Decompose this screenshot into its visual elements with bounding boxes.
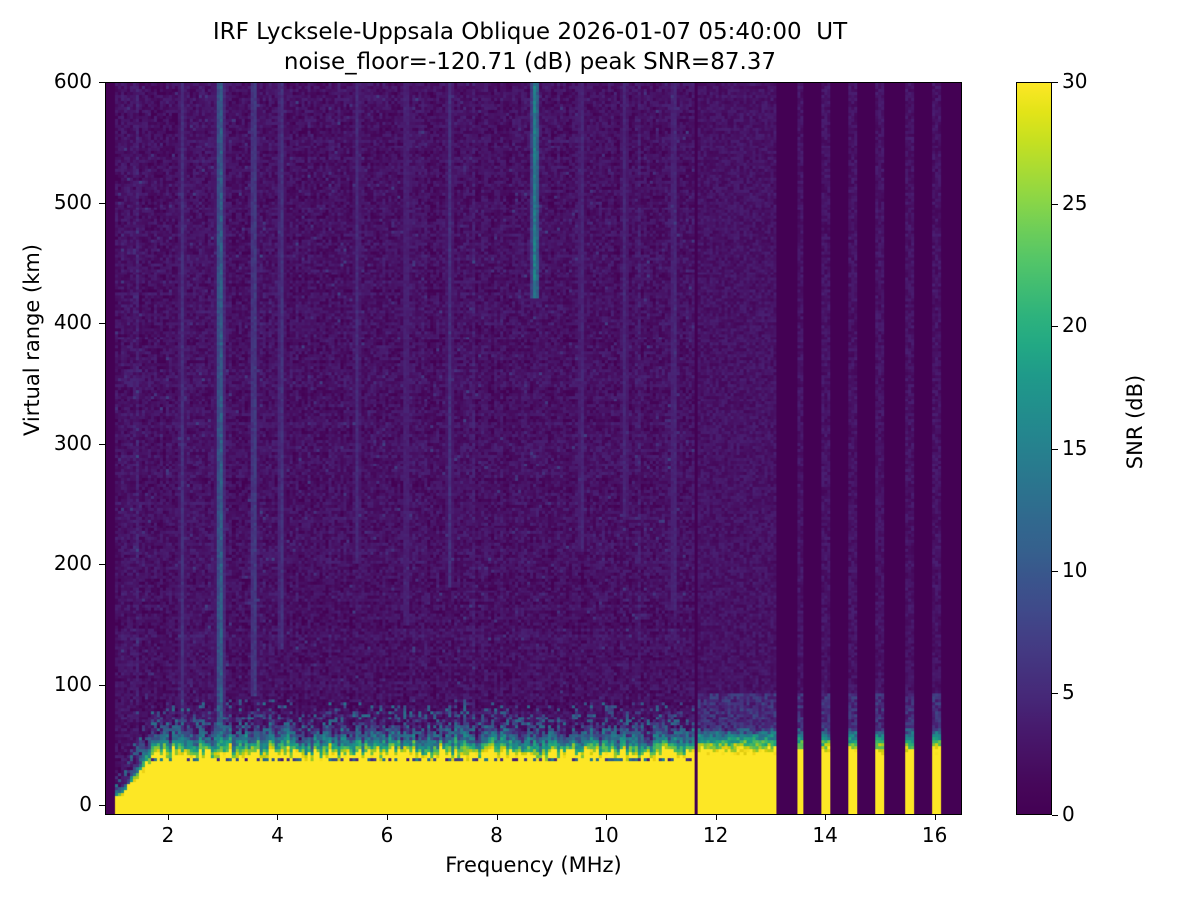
- x-tick-label-8: 8: [490, 823, 503, 847]
- title-line-2: noise_floor=-120.71 (dB) peak SNR=87.37: [283, 48, 777, 75]
- y-tick-label-300: 300: [53, 430, 92, 455]
- y-tick-300: [99, 443, 105, 445]
- y-tick-label-200: 200: [53, 551, 92, 576]
- x-tick-2: [167, 815, 169, 820]
- y-tick-100: [99, 684, 105, 686]
- colorbar-tick-label-0: 0: [1062, 802, 1075, 826]
- y-tick-200: [99, 564, 105, 566]
- y-tick-label-500: 500: [53, 189, 92, 214]
- y-tick-500: [99, 202, 105, 204]
- heatmap-plot-area[interactable]: [105, 82, 962, 815]
- colorbar-tick-label-30: 30: [1062, 69, 1088, 93]
- colorbar-tick-20: [1052, 326, 1058, 328]
- y-tick-label-0: 0: [79, 792, 92, 817]
- x-tick-14: [825, 815, 827, 820]
- x-tick-label-16: 16: [921, 823, 948, 847]
- y-tick-600: [99, 82, 105, 83]
- x-tick-label-4: 4: [271, 823, 284, 847]
- y-tick-label-400: 400: [53, 310, 92, 335]
- title-line-1: IRF Lycksele-Uppsala Oblique 2026-01-07 …: [212, 19, 848, 45]
- x-tick-label-10: 10: [593, 823, 619, 847]
- y-tick-0: [99, 805, 105, 807]
- x-tick-12: [715, 815, 717, 820]
- colorbar-label: SNR (dB): [1123, 374, 1147, 470]
- colorbar-tick-30: [1052, 82, 1058, 83]
- colorbar-tick-15: [1052, 448, 1058, 450]
- y-tick-label-100: 100: [53, 671, 92, 696]
- colorbar-tick-25: [1052, 204, 1058, 206]
- x-axis-label: Frequency (MHz): [445, 853, 622, 877]
- x-tick-6: [387, 815, 389, 820]
- chart-title: IRF Lycksele-Uppsala Oblique 2026-01-07 …: [0, 18, 1060, 78]
- colorbar-tick-10: [1052, 570, 1058, 572]
- x-tick-16: [934, 815, 936, 820]
- colorbar-tick-0: [1052, 815, 1058, 816]
- y-tick-label-600: 600: [53, 69, 92, 93]
- x-tick-label-12: 12: [702, 823, 729, 847]
- x-tick-10: [606, 815, 608, 820]
- colorbar-tick-label-10: 10: [1062, 557, 1088, 582]
- x-tick-8: [496, 815, 498, 820]
- colorbar-tick-5: [1052, 692, 1058, 694]
- x-tick-label-6: 6: [380, 823, 394, 847]
- y-axis-label: Virtual range (km): [20, 243, 44, 437]
- colorbar-tick-label-20: 20: [1062, 313, 1088, 338]
- x-tick-label-14: 14: [812, 823, 838, 847]
- colorbar-tick-label-15: 15: [1062, 435, 1088, 460]
- ionogram-heatmap-canvas: [106, 83, 961, 814]
- colorbar-tick-label-5: 5: [1062, 679, 1075, 704]
- colorbar-tick-label-25: 25: [1062, 191, 1088, 216]
- x-tick-label-2: 2: [161, 823, 175, 847]
- y-tick-400: [99, 323, 105, 325]
- snr-colorbar[interactable]: [1016, 82, 1052, 815]
- x-tick-4: [277, 815, 279, 820]
